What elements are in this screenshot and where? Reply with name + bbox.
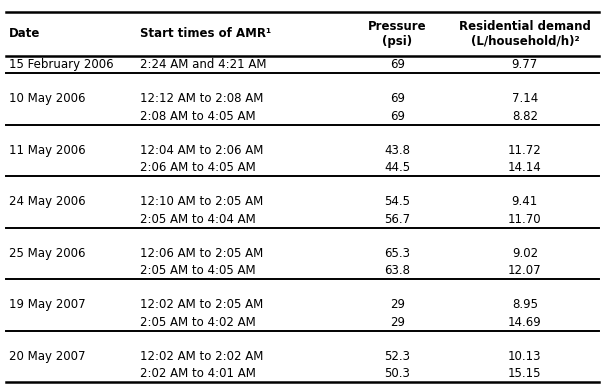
Text: 19 May 2007: 19 May 2007 [9,298,86,312]
Text: 8.82: 8.82 [512,110,538,122]
Text: 2:05 AM to 4:02 AM: 2:05 AM to 4:02 AM [140,316,255,328]
Text: Start times of AMR¹: Start times of AMR¹ [140,27,270,40]
Text: 2:05 AM to 4:05 AM: 2:05 AM to 4:05 AM [140,264,255,277]
Text: Pressure
(psi): Pressure (psi) [368,20,427,48]
Text: 29: 29 [390,316,405,328]
Text: 2:24 AM and 4:21 AM: 2:24 AM and 4:21 AM [140,58,266,71]
Text: 69: 69 [390,58,405,71]
Text: 2:08 AM to 4:05 AM: 2:08 AM to 4:05 AM [140,110,255,122]
Text: 9.02: 9.02 [512,247,538,260]
Text: 8.95: 8.95 [512,298,538,312]
Text: 14.14: 14.14 [508,161,541,174]
Text: 11 May 2006: 11 May 2006 [9,144,86,157]
Text: 14.69: 14.69 [508,316,541,328]
Text: Residential demand
(L/household/h)²: Residential demand (L/household/h)² [459,20,590,48]
Text: Date: Date [9,27,41,40]
Text: 2:02 AM to 4:01 AM: 2:02 AM to 4:01 AM [140,367,255,380]
Text: 65.3: 65.3 [384,247,410,260]
Text: 12:10 AM to 2:05 AM: 12:10 AM to 2:05 AM [140,195,263,208]
Text: 69: 69 [390,110,405,122]
Text: 69: 69 [390,92,405,105]
Text: 10.13: 10.13 [508,350,541,363]
Text: 29: 29 [390,298,405,312]
Text: 10 May 2006: 10 May 2006 [9,92,85,105]
Text: 12:02 AM to 2:02 AM: 12:02 AM to 2:02 AM [140,350,263,363]
Text: 15 February 2006: 15 February 2006 [9,58,114,71]
Text: 12:06 AM to 2:05 AM: 12:06 AM to 2:05 AM [140,247,263,260]
Text: 50.3: 50.3 [384,367,410,380]
Text: 15.15: 15.15 [508,367,541,380]
Text: 12.07: 12.07 [508,264,541,277]
Text: 54.5: 54.5 [384,195,410,208]
Text: 12:02 AM to 2:05 AM: 12:02 AM to 2:05 AM [140,298,263,312]
Text: 20 May 2007: 20 May 2007 [9,350,85,363]
Text: 25 May 2006: 25 May 2006 [9,247,85,260]
Text: 7.14: 7.14 [512,92,538,105]
Text: 9.41: 9.41 [512,195,538,208]
Text: 2:05 AM to 4:04 AM: 2:05 AM to 4:04 AM [140,213,255,225]
Text: 9.77: 9.77 [512,58,538,71]
Text: 44.5: 44.5 [384,161,410,174]
Text: 24 May 2006: 24 May 2006 [9,195,86,208]
Text: 11.72: 11.72 [508,144,541,157]
Text: 12:12 AM to 2:08 AM: 12:12 AM to 2:08 AM [140,92,263,105]
Text: 43.8: 43.8 [384,144,410,157]
Text: 12:04 AM to 2:06 AM: 12:04 AM to 2:06 AM [140,144,263,157]
Text: 56.7: 56.7 [384,213,410,225]
Text: 2:06 AM to 4:05 AM: 2:06 AM to 4:05 AM [140,161,255,174]
Text: 63.8: 63.8 [384,264,410,277]
Text: 52.3: 52.3 [384,350,410,363]
Text: 11.70: 11.70 [508,213,541,225]
